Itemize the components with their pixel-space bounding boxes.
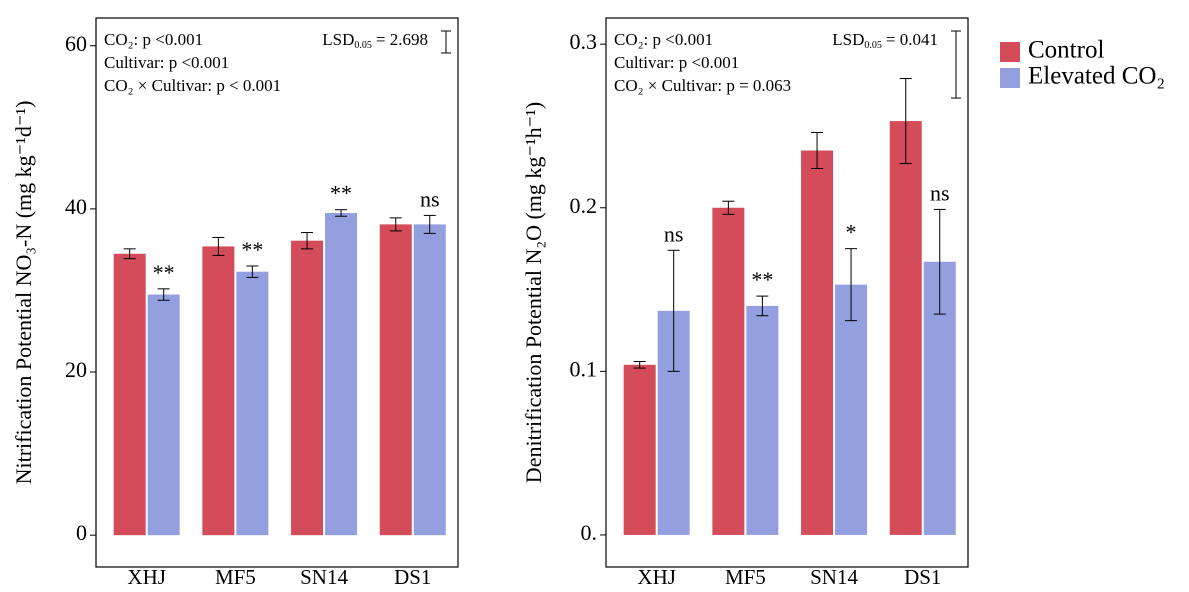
bar (113, 253, 146, 536)
x-tick-label: SN14 (810, 565, 858, 589)
x-tick-label: XHJ (127, 565, 166, 589)
lsd-label: LSD0.05 = 2.698 (322, 30, 428, 51)
lsd-text: LSD (322, 30, 354, 49)
stat-annotation: Cultivar: p <0.001 (614, 53, 739, 72)
bar (801, 150, 834, 535)
stat-annotation: CO₂: p <0.001 (614, 30, 713, 49)
bar (202, 246, 235, 536)
bar (325, 212, 358, 536)
bar (835, 284, 868, 535)
y-tick-label: 0.1 (570, 356, 598, 381)
y-tick-label: 40 (65, 194, 87, 219)
significance-label: ** (751, 267, 773, 292)
error-bar (633, 361, 646, 369)
significance-label: ns (930, 180, 950, 205)
y-axis-title: Nitrification Potential NO₃-N (mg kg⁻¹d⁻… (11, 101, 36, 485)
lsd-bar (441, 30, 451, 54)
x-tick-label: MF5 (215, 565, 256, 589)
stat-annotation: Cultivar: p <0.001 (104, 53, 229, 72)
bar (236, 271, 269, 536)
error-bar (157, 288, 170, 301)
error-bar (899, 78, 912, 165)
lsd-text: = 2.698 (376, 30, 428, 49)
error-bar (335, 209, 348, 217)
y-tick-label: 0 (76, 520, 87, 545)
bar (413, 224, 446, 536)
error-bar (212, 236, 225, 256)
error-bar (246, 265, 259, 278)
error-bar (756, 295, 769, 317)
lsd-label: LSD0.05 = 0.041 (832, 30, 938, 51)
lsd-text: 0.05 (354, 40, 372, 51)
bar (889, 121, 922, 535)
lsd-text: = 0.041 (886, 30, 938, 49)
legend-label: Control (1028, 37, 1104, 64)
bar (379, 224, 412, 536)
y-tick-label: 0.3 (570, 29, 598, 54)
y-tick-label: 60 (65, 31, 87, 56)
stat-annotation: CO₂ × Cultivar: p = 0.063 (614, 76, 791, 95)
y-tick-label: 0. (581, 520, 598, 545)
significance-label: ** (330, 181, 352, 206)
y-axis-title: Denitrification Potential N₂O (mg kg⁻¹h⁻… (521, 102, 546, 483)
bar (746, 305, 779, 535)
legend-swatch (1000, 68, 1020, 88)
lsd-text: 0.05 (864, 40, 882, 51)
y-tick-label: 0.2 (570, 193, 598, 218)
significance-label: ** (153, 260, 175, 285)
error-bar (722, 200, 735, 215)
x-tick-label: DS1 (904, 565, 941, 589)
x-tick-label: DS1 (394, 565, 431, 589)
legend-swatch (1000, 42, 1020, 62)
error-bar (389, 217, 402, 232)
stat-annotation: CO₂ × Cultivar: p < 0.001 (104, 76, 281, 95)
error-bar (933, 208, 946, 315)
significance-label: * (846, 220, 857, 245)
significance-label: ns (664, 221, 684, 246)
legend-label: Elevated CO₂ (1028, 63, 1165, 90)
error-bar (845, 248, 858, 322)
lsd-text: LSD (832, 30, 864, 49)
error-bar (123, 248, 136, 260)
error-bar (667, 249, 680, 372)
error-bar (423, 214, 436, 234)
bar (712, 207, 745, 535)
stat-annotation: CO₂: p <0.001 (104, 30, 203, 49)
error-bar (811, 132, 824, 170)
plot-frame (95, 17, 459, 568)
x-tick-label: SN14 (300, 565, 348, 589)
bar (291, 240, 324, 536)
significance-label: ** (241, 237, 263, 262)
error-bar (301, 232, 314, 250)
bar (147, 294, 180, 536)
x-tick-label: MF5 (725, 565, 766, 589)
y-tick-label: 20 (65, 357, 87, 382)
lsd-bar (951, 30, 961, 99)
bar (623, 364, 656, 535)
x-tick-label: XHJ (637, 565, 676, 589)
significance-label: ns (420, 186, 440, 211)
plot-frame (605, 17, 969, 568)
